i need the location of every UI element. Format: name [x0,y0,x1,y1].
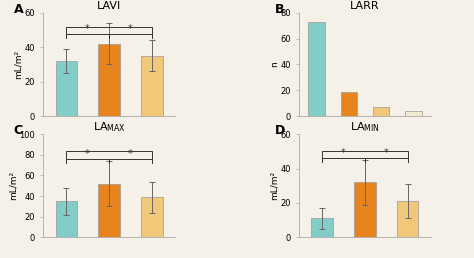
Bar [373,107,389,116]
Title: LA$_{\mathrm{MAX}}$: LA$_{\mathrm{MAX}}$ [92,120,126,134]
Bar [141,197,163,237]
Text: *: * [128,23,133,34]
Y-axis label: mL/m²: mL/m² [270,171,279,200]
Text: A: A [13,3,23,15]
Bar [98,44,120,116]
Text: *: * [85,149,90,159]
Legend: ≥15%, 10-15%, <10%, No LARR: ≥15%, 10-15%, <10%, No LARR [443,17,474,70]
Text: *: * [128,149,133,159]
Text: C: C [13,124,23,137]
Text: *: * [384,148,389,158]
Bar [397,201,419,237]
Legend: Controls, Baseline, 12 months: Controls, Baseline, 12 months [187,17,254,58]
Text: *: * [85,23,90,34]
Title: LARR: LARR [350,1,380,11]
Bar [405,111,422,116]
Title: LAVI: LAVI [97,1,121,11]
Title: LA$_{\mathrm{MIN}}$: LA$_{\mathrm{MIN}}$ [350,120,380,134]
Y-axis label: mL/m²: mL/m² [9,171,18,200]
Text: D: D [275,124,285,137]
Y-axis label: mL/m²: mL/m² [14,50,23,79]
Bar [308,22,325,116]
Y-axis label: n: n [270,62,279,67]
Bar [55,201,77,237]
Text: *: * [341,148,346,158]
Legend: Controls, Baseline, 12 months: Controls, Baseline, 12 months [187,138,254,180]
Bar [141,56,163,116]
Text: B: B [275,3,284,15]
Bar [341,92,357,116]
Bar [311,219,333,237]
Bar [98,184,120,237]
Bar [354,182,376,237]
Legend: Controls, Baseline, 12 months: Controls, Baseline, 12 months [443,138,474,180]
Bar [55,61,77,116]
